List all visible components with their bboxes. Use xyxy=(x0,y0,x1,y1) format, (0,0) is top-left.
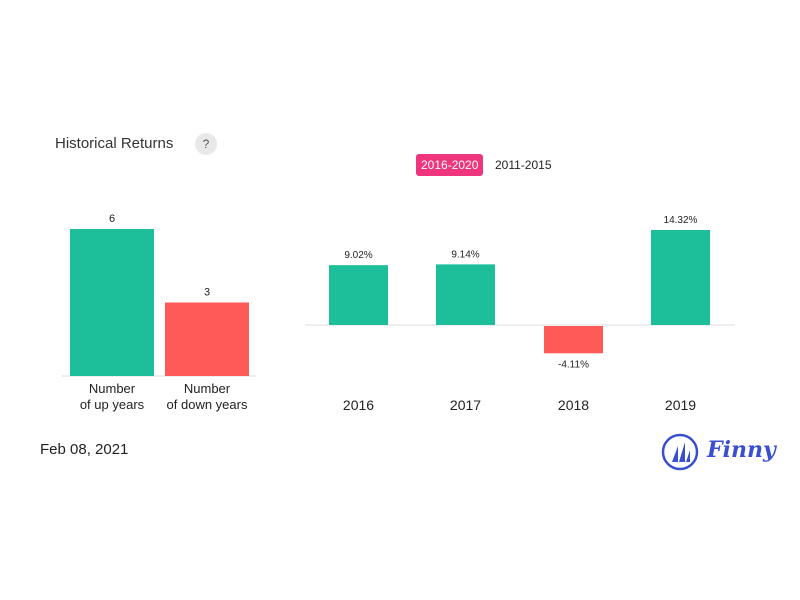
tab-2011-2015[interactable]: 2011-2015 xyxy=(495,158,552,172)
bar-value-label: 9.02% xyxy=(344,250,372,261)
bar-2019 xyxy=(651,230,710,325)
bar-2017 xyxy=(436,264,495,325)
bar-value-label: 3 xyxy=(204,287,210,299)
x-tick-label: 2018 xyxy=(558,397,589,413)
x-tick-label: 2016 xyxy=(343,397,374,413)
bar-down-years xyxy=(165,302,249,376)
brand-name: Finny xyxy=(707,437,776,463)
tab-2016-2020[interactable]: 2016-2020 xyxy=(416,154,484,176)
category-label: Number xyxy=(89,381,136,396)
bar-2016 xyxy=(329,265,388,325)
sailboat-icon xyxy=(661,433,699,471)
x-tick-label: 2019 xyxy=(665,397,696,413)
bar-value-label: -4.11% xyxy=(558,359,589,370)
bar-value-label: 9.14% xyxy=(451,249,479,260)
x-tick-label: 2017 xyxy=(450,397,481,413)
bar-value-label: 14.32% xyxy=(664,215,698,226)
bar-2018 xyxy=(544,326,603,354)
category-label: Number xyxy=(184,381,231,396)
bar-value-label: 6 xyxy=(109,213,115,225)
finny-logo: Finny xyxy=(660,430,776,474)
as-of-date: Feb 08, 2021 xyxy=(40,441,129,458)
category-label: of down years xyxy=(167,397,248,412)
section-title: Historical Returns xyxy=(55,135,174,152)
help-icon[interactable]: ? xyxy=(195,133,217,155)
category-label: of up years xyxy=(80,397,145,412)
bar-up-years xyxy=(70,229,154,376)
